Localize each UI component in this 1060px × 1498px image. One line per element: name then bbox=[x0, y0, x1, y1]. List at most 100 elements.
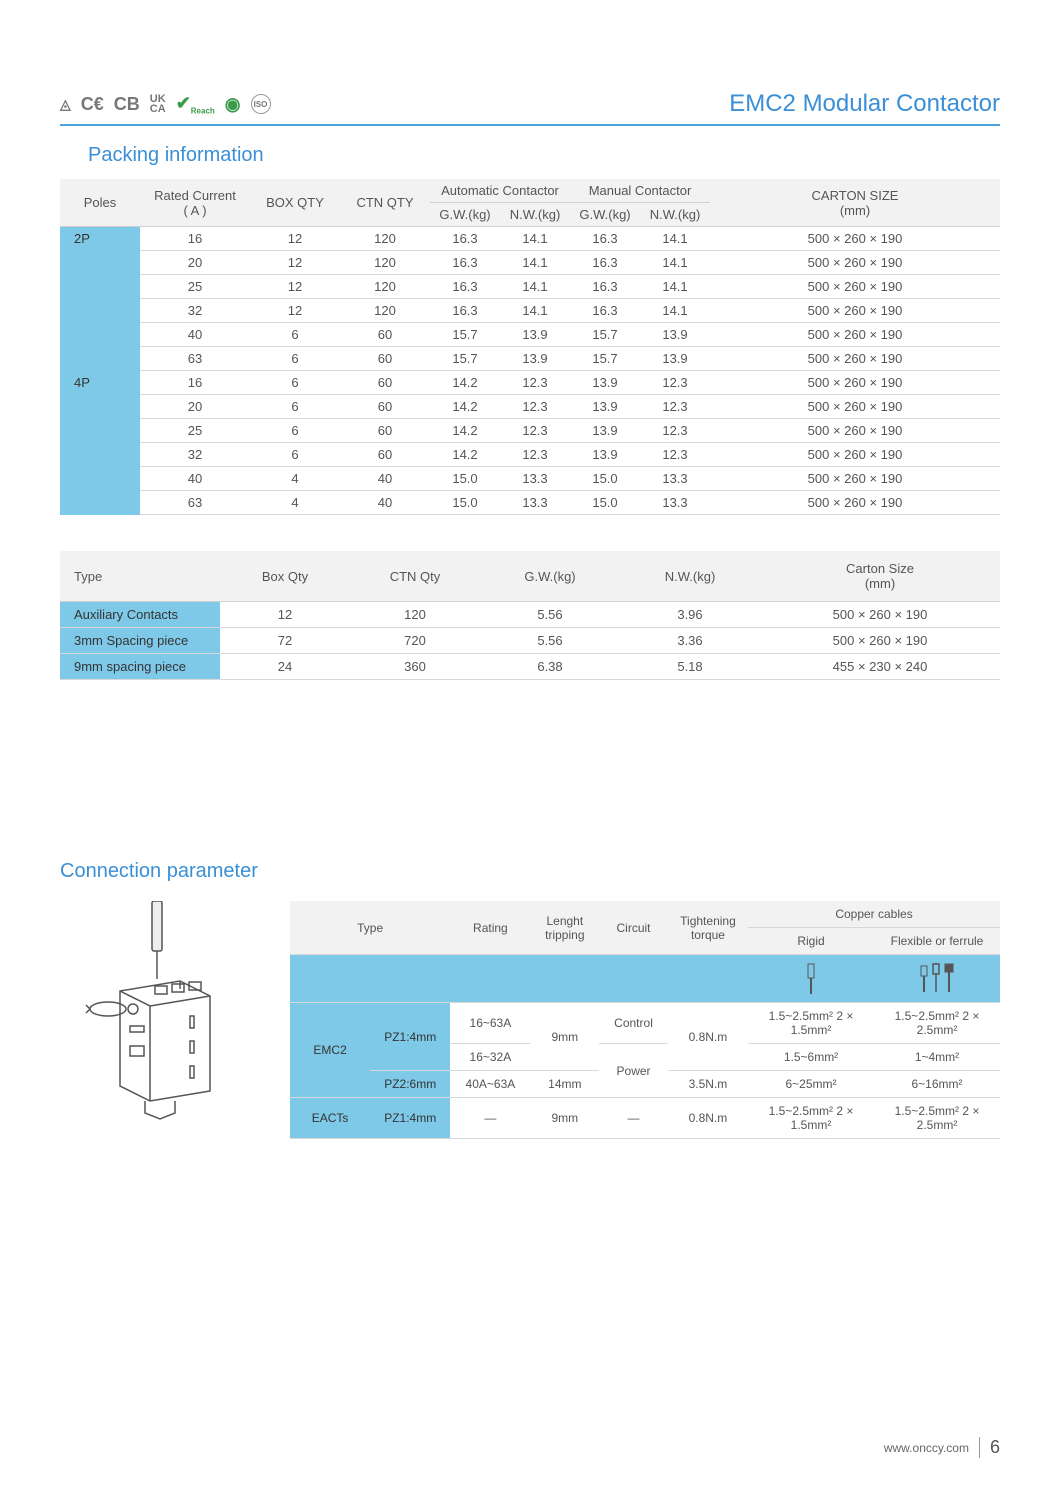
cell: 500 × 260 × 190 bbox=[710, 227, 1000, 251]
th-cs: Carton Size (mm) bbox=[760, 551, 1000, 602]
cert-ukca: UKCA bbox=[150, 94, 166, 114]
cell: 16.3 bbox=[570, 275, 640, 299]
cell: 15.0 bbox=[430, 467, 500, 491]
cert-icon: ◬ bbox=[60, 96, 71, 113]
cell: 120 bbox=[340, 275, 430, 299]
cell: 12.3 bbox=[500, 443, 570, 467]
cell: 14.1 bbox=[640, 275, 710, 299]
cell: 14.1 bbox=[500, 299, 570, 323]
cell: 3.36 bbox=[620, 628, 760, 654]
th-flex: Flexible or ferrule bbox=[874, 928, 1000, 955]
cell: 6 bbox=[250, 371, 340, 395]
cell: 9mm spacing piece bbox=[60, 654, 220, 680]
th-torque: Tightening torque bbox=[668, 901, 748, 955]
footer-url: www.onccy.com bbox=[884, 1441, 969, 1455]
cell: 60 bbox=[340, 395, 430, 419]
cell: 72 bbox=[220, 628, 350, 654]
cell: 12 bbox=[220, 602, 350, 628]
cell: 12 bbox=[250, 251, 340, 275]
th-rated-current: Rated Current ( A ) bbox=[140, 179, 250, 227]
cert-ce: C€ bbox=[81, 94, 104, 115]
cell: 13.9 bbox=[640, 347, 710, 371]
poles-cell: 4P bbox=[60, 371, 140, 515]
cell: 120 bbox=[340, 299, 430, 323]
cert-check-icon: ✔Reach bbox=[176, 93, 215, 116]
cell: 12 bbox=[250, 227, 340, 251]
cell: 12.3 bbox=[640, 371, 710, 395]
cell: 13.9 bbox=[570, 371, 640, 395]
table-row: 201212016.314.116.314.1500 × 260 × 190 bbox=[60, 251, 1000, 275]
cell: 13.3 bbox=[640, 491, 710, 515]
cell: 16.3 bbox=[570, 227, 640, 251]
cell: 500 × 260 × 190 bbox=[710, 443, 1000, 467]
th-carton: CARTON SIZE (mm) bbox=[710, 179, 1000, 227]
cell: 500 × 260 × 190 bbox=[710, 419, 1000, 443]
conn-row: EACTs PZ1:4mm — 9mm — 0.8N.m 1.5~2.5mm² … bbox=[290, 1098, 1000, 1139]
cell: 12.3 bbox=[640, 395, 710, 419]
cell: 5.56 bbox=[480, 628, 620, 654]
cell: 500 × 260 × 190 bbox=[710, 251, 1000, 275]
cell: 16.3 bbox=[430, 275, 500, 299]
cell: 6 bbox=[250, 347, 340, 371]
cell: 40 bbox=[140, 323, 250, 347]
cell: 16.3 bbox=[570, 251, 640, 275]
cell: 12.3 bbox=[500, 371, 570, 395]
cert-icons: ◬ C€ CB UKCA ✔Reach ◉ ISO bbox=[60, 90, 271, 118]
connection-section-title: Connection parameter bbox=[60, 860, 1000, 883]
cell: 40 bbox=[340, 491, 430, 515]
cell: 32 bbox=[140, 443, 250, 467]
table-row: 6366015.713.915.713.9500 × 260 × 190 bbox=[60, 347, 1000, 371]
cell: 40 bbox=[340, 467, 430, 491]
cell: 16.3 bbox=[430, 299, 500, 323]
cell: 500 × 260 × 190 bbox=[710, 275, 1000, 299]
cert-cb: CB bbox=[114, 94, 140, 115]
cell: 13.9 bbox=[570, 419, 640, 443]
cell: 13.3 bbox=[640, 467, 710, 491]
cell: 14.1 bbox=[640, 251, 710, 275]
cell: 360 bbox=[350, 654, 480, 680]
cell: 24 bbox=[220, 654, 350, 680]
cell: 455 × 230 × 240 bbox=[760, 654, 1000, 680]
table-row: 9mm spacing piece243606.385.18455 × 230 … bbox=[60, 654, 1000, 680]
cell: 12.3 bbox=[640, 443, 710, 467]
th-circuit: Circuit bbox=[599, 901, 668, 955]
cell: 14.2 bbox=[430, 419, 500, 443]
cell: 25 bbox=[140, 275, 250, 299]
cell: 500 × 260 × 190 bbox=[710, 491, 1000, 515]
th-copper: Copper cables bbox=[748, 901, 1000, 928]
table-row: 3266014.212.313.912.3500 × 260 × 190 bbox=[60, 443, 1000, 467]
cell: 15.7 bbox=[570, 323, 640, 347]
cell: 60 bbox=[340, 347, 430, 371]
cell: 120 bbox=[340, 251, 430, 275]
icon-row bbox=[290, 955, 1000, 1003]
cell: 60 bbox=[340, 419, 430, 443]
cell: 13.9 bbox=[570, 443, 640, 467]
cell: 32 bbox=[140, 299, 250, 323]
cell: 16.3 bbox=[430, 227, 500, 251]
cell: 12 bbox=[250, 299, 340, 323]
cell: 3.96 bbox=[620, 602, 760, 628]
th-ctnqty: CTN Qty bbox=[350, 551, 480, 602]
cell: Auxiliary Contacts bbox=[60, 602, 220, 628]
page-number: 6 bbox=[979, 1437, 1000, 1458]
cell: 16 bbox=[140, 227, 250, 251]
page-header: ◬ C€ CB UKCA ✔Reach ◉ ISO EMC2 Modular C… bbox=[60, 90, 1000, 126]
cell: 500 × 260 × 190 bbox=[710, 323, 1000, 347]
cell: 63 bbox=[140, 347, 250, 371]
cell: 14.1 bbox=[500, 251, 570, 275]
th-box-qty: BOX QTY bbox=[250, 179, 340, 227]
cell: 500 × 260 × 190 bbox=[710, 299, 1000, 323]
cell: 5.56 bbox=[480, 602, 620, 628]
cell: 500 × 260 × 190 bbox=[710, 347, 1000, 371]
cell: 16.3 bbox=[570, 299, 640, 323]
th-mgw: G.W.(kg) bbox=[570, 203, 640, 227]
cell: 60 bbox=[340, 323, 430, 347]
th-mnw: N.W.(kg) bbox=[640, 203, 710, 227]
cell: 14.1 bbox=[500, 227, 570, 251]
cell: 5.18 bbox=[620, 654, 760, 680]
th-boxqty: Box Qty bbox=[220, 551, 350, 602]
cell: 4 bbox=[250, 467, 340, 491]
cell: 14.1 bbox=[640, 227, 710, 251]
cell: 15.7 bbox=[430, 347, 500, 371]
table-row: 4P1666014.212.313.912.3500 × 260 × 190 bbox=[60, 371, 1000, 395]
